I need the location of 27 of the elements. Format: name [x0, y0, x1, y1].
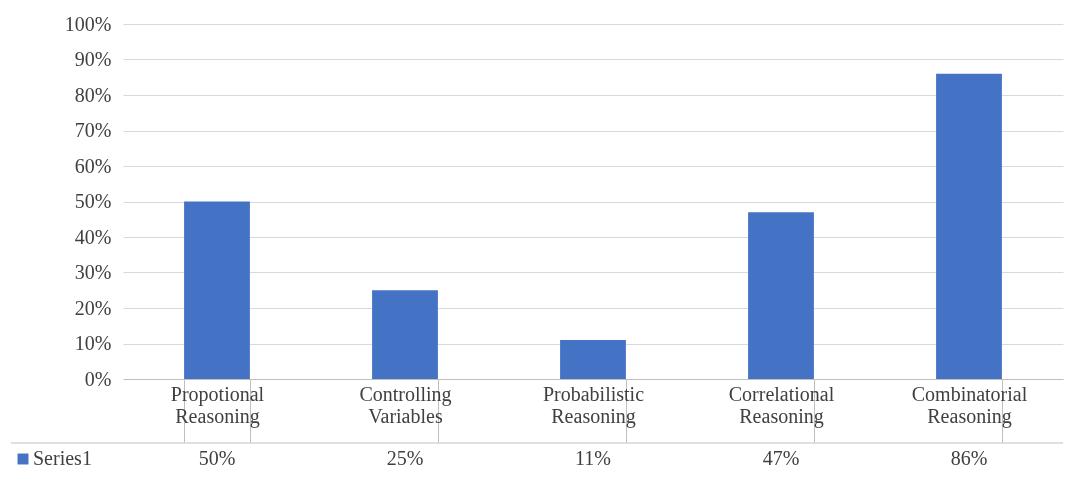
y-tick-label: 10% — [74, 332, 112, 354]
y-tick-label: 50% — [74, 190, 112, 212]
data-label: 25% — [386, 447, 424, 469]
x-tick-label: Controlling Variables — [359, 382, 452, 427]
x-tick-label: Combinatorial Reasoning — [911, 382, 1028, 428]
y-tick-label: 40% — [74, 225, 112, 248]
data-label: 50% — [198, 447, 236, 469]
x-tick-label: Propotional Reasoning — [170, 382, 265, 428]
y-tick-label: 100% — [64, 12, 112, 35]
bar — [372, 290, 438, 379]
bar — [184, 201, 250, 379]
y-tick-label: 20% — [74, 296, 112, 319]
bar — [936, 73, 1002, 379]
y-tick-label: 90% — [74, 48, 112, 70]
bar — [560, 339, 626, 379]
x-tick-label: Correlational Reasoning — [728, 382, 835, 428]
data-label: 11% — [575, 447, 611, 469]
x-tick-label: Probabilistic Reasoning — [542, 382, 645, 428]
y-tick-label: 60% — [74, 154, 112, 177]
y-tick-label: 70% — [74, 119, 112, 141]
bar — [748, 212, 814, 379]
data-label: 47% — [762, 447, 800, 469]
y-tick-label: 30% — [74, 261, 112, 283]
y-tick-label: 80% — [74, 83, 112, 106]
y-tick-label: 0% — [84, 367, 112, 390]
data-label: 86% — [950, 447, 988, 469]
legend-label: Series1 — [33, 447, 92, 469]
